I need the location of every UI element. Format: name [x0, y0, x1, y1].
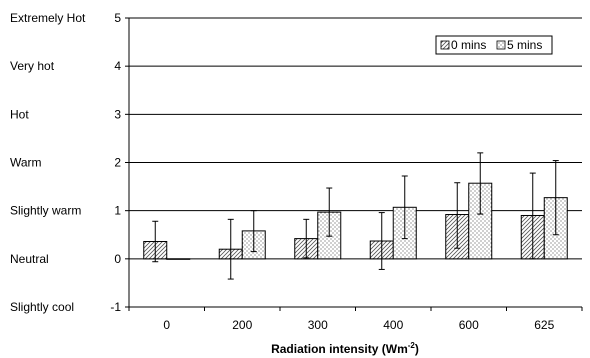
legend-box	[435, 35, 553, 55]
legend-label-0-mins: 0 mins	[451, 38, 486, 52]
scale-label: Extremely Hot	[10, 11, 86, 25]
scale-label: Slightly cool	[10, 300, 74, 314]
y-tick-label: 3	[114, 107, 121, 121]
x-axis-title-end: )	[415, 342, 419, 356]
scale-label: Hot	[10, 107, 29, 121]
x-axis-title-superscript: -2	[408, 341, 416, 350]
x-tick-label: 625	[534, 318, 554, 332]
scale-label: Very hot	[10, 59, 55, 73]
y-tick-label: 5	[114, 11, 121, 25]
x-tick-labels: 0 200 300 400 600 625	[163, 318, 554, 332]
y-tick-label: 1	[114, 204, 121, 218]
x-tick-label: 300	[308, 318, 328, 332]
x-tick-label: 600	[459, 318, 479, 332]
y-tick-label: -1	[110, 300, 121, 314]
x-tick-label: 400	[383, 318, 403, 332]
error-bars	[152, 152, 559, 280]
x-tick-label: 0	[163, 318, 170, 332]
scale-label: Warm	[10, 156, 42, 170]
y-tick-label: 2	[114, 156, 121, 170]
bar	[166, 258, 191, 260]
y-tick-label: 4	[114, 59, 121, 73]
axes	[125, 17, 583, 311]
y-tick-labels: -1 0 1 2 3 4 5	[110, 11, 121, 314]
gridlines	[129, 17, 582, 260]
legend: 0 mins 5 mins	[435, 35, 553, 55]
scale-label: Neutral	[10, 252, 49, 266]
legend-swatch-0-mins	[440, 40, 450, 50]
y-tick-label: 0	[114, 252, 121, 266]
bars	[143, 182, 568, 260]
x-axis-title: Radiation intensity (Wm-2)	[271, 341, 419, 356]
legend-swatch-5-mins	[496, 40, 506, 50]
x-axis-title-main: Radiation intensity (Wm	[271, 342, 408, 356]
legend-label-5-mins: 5 mins	[507, 38, 542, 52]
scale-labels: Slightly cool Neutral Slightly warm Warm Hot…	[10, 11, 86, 314]
scale-label: Slightly warm	[10, 204, 81, 218]
x-tick-label: 200	[232, 318, 252, 332]
